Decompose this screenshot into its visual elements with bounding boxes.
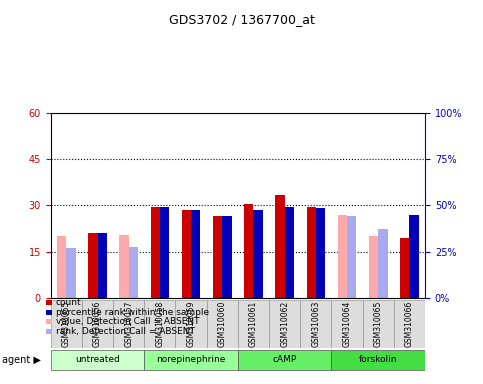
Bar <box>57 236 66 298</box>
Bar <box>300 300 331 348</box>
Bar <box>160 207 169 298</box>
Text: GSM310061: GSM310061 <box>249 301 258 347</box>
Text: count: count <box>56 298 81 307</box>
Bar <box>82 300 113 348</box>
Bar <box>128 247 138 298</box>
Bar <box>51 300 82 348</box>
Bar <box>238 300 269 348</box>
FancyBboxPatch shape <box>238 351 331 369</box>
Bar <box>66 248 76 298</box>
Bar <box>207 300 238 348</box>
Text: GSM310065: GSM310065 <box>374 301 383 348</box>
Bar <box>394 300 425 348</box>
Bar <box>213 216 222 298</box>
Text: norepinephrine: norepinephrine <box>156 356 226 364</box>
Text: GSM310062: GSM310062 <box>280 301 289 347</box>
Text: value, Detection Call = ABSENT: value, Detection Call = ABSENT <box>56 317 199 326</box>
Bar <box>400 238 410 298</box>
Bar <box>113 300 144 348</box>
Text: GSM310066: GSM310066 <box>405 301 414 348</box>
Bar <box>119 235 128 298</box>
FancyBboxPatch shape <box>331 351 425 369</box>
FancyBboxPatch shape <box>144 351 238 369</box>
Bar <box>222 217 232 298</box>
Bar <box>98 233 107 298</box>
Text: GSM310055: GSM310055 <box>62 301 71 348</box>
Text: cAMP: cAMP <box>272 356 297 364</box>
Text: GSM310059: GSM310059 <box>186 301 196 348</box>
Bar <box>244 204 254 298</box>
Bar <box>363 300 394 348</box>
Bar <box>144 300 175 348</box>
Bar <box>410 215 419 298</box>
Text: GSM310060: GSM310060 <box>218 301 227 348</box>
Text: GSM310064: GSM310064 <box>342 301 352 348</box>
Bar <box>269 300 300 348</box>
Text: GSM310058: GSM310058 <box>156 301 164 347</box>
Bar <box>151 207 160 298</box>
Bar <box>275 195 284 298</box>
Bar <box>254 210 263 298</box>
Text: forskolin: forskolin <box>359 356 398 364</box>
Text: GDS3702 / 1367700_at: GDS3702 / 1367700_at <box>169 13 314 26</box>
Text: GSM310057: GSM310057 <box>124 301 133 348</box>
Bar <box>316 208 325 298</box>
Bar <box>175 300 207 348</box>
FancyBboxPatch shape <box>51 351 144 369</box>
Bar <box>369 236 378 298</box>
Text: agent ▶: agent ▶ <box>2 355 41 365</box>
Bar <box>378 229 388 298</box>
Text: percentile rank within the sample: percentile rank within the sample <box>56 308 209 317</box>
Bar <box>338 215 347 298</box>
Text: GSM310063: GSM310063 <box>312 301 320 348</box>
Bar <box>331 300 363 348</box>
Bar <box>191 210 200 298</box>
Bar <box>88 233 98 298</box>
Text: untreated: untreated <box>75 356 120 364</box>
Bar <box>284 207 294 298</box>
Text: GSM310056: GSM310056 <box>93 301 102 348</box>
Bar <box>182 210 191 298</box>
Bar <box>307 207 316 298</box>
Text: rank, Detection Call = ABSENT: rank, Detection Call = ABSENT <box>56 327 195 336</box>
Bar <box>347 217 356 298</box>
